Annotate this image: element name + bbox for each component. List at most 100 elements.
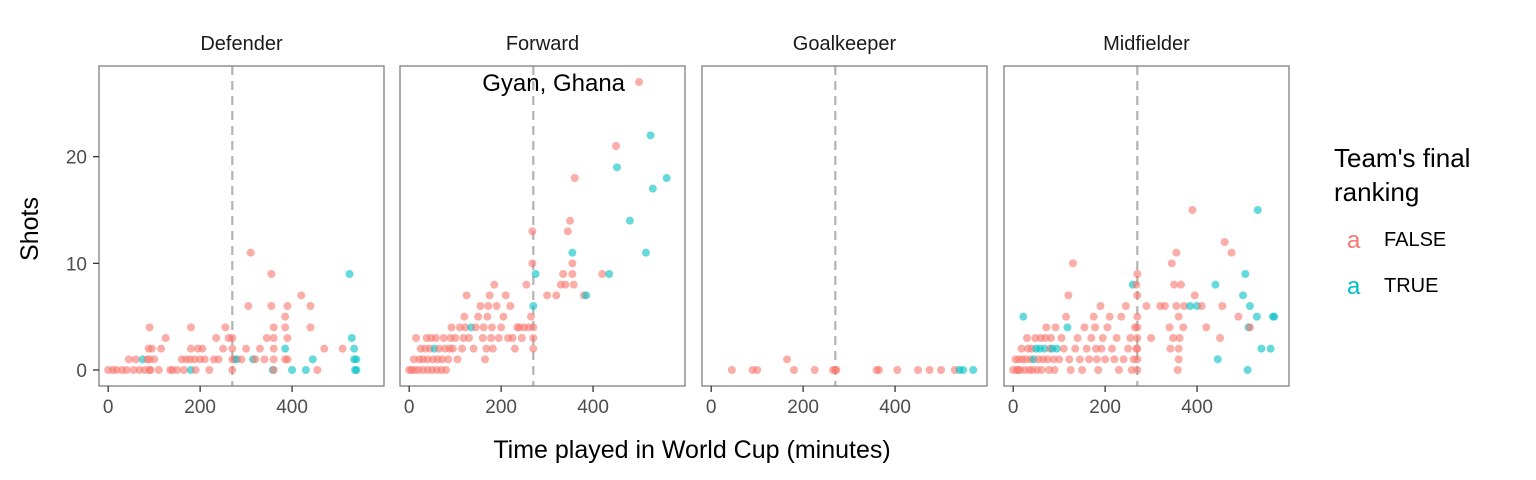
data-point (527, 312, 536, 321)
data-point (1057, 334, 1066, 342)
data-point (522, 280, 531, 289)
data-point (1126, 334, 1135, 342)
data-point (753, 366, 762, 374)
legend-label-true: TRUE (1384, 275, 1438, 297)
data-point (246, 248, 255, 257)
data-point (1045, 366, 1054, 374)
data-point (135, 366, 144, 374)
data-point (352, 355, 361, 364)
data-point (441, 366, 450, 374)
data-point (510, 344, 519, 353)
data-point (492, 302, 501, 310)
data-point (478, 334, 487, 342)
data-point (648, 184, 657, 193)
data-point (459, 334, 468, 342)
data-point (237, 355, 246, 364)
legend-title-line-1: Team's final (1334, 143, 1470, 173)
data-point (212, 334, 221, 342)
data-point (568, 270, 577, 278)
data-point (1202, 323, 1211, 332)
data-point (914, 366, 923, 374)
data-point (1133, 355, 1142, 364)
data-point (1091, 323, 1100, 332)
data-point (1064, 291, 1073, 300)
data-point (529, 344, 538, 353)
panel-border-midfielder (1003, 65, 1290, 387)
data-point (568, 248, 577, 257)
data-point (1170, 280, 1179, 289)
data-point (612, 163, 621, 172)
panel-border-goalkeeper (701, 65, 988, 387)
data-point (1040, 344, 1049, 353)
data-point (1094, 366, 1103, 374)
x-tick-label: 0 (404, 397, 415, 418)
data-point (458, 344, 467, 353)
panel-goalkeeper: Goalkeeper 0 200 400 (701, 33, 988, 418)
data-point (566, 216, 575, 225)
data-point (925, 366, 934, 374)
data-point (301, 366, 310, 374)
x-tick-label: 400 (276, 397, 308, 418)
data-point (306, 302, 315, 310)
data-point (1234, 312, 1243, 321)
data-point (283, 302, 292, 310)
data-point (283, 334, 292, 342)
data-point (352, 366, 361, 374)
data-point (783, 355, 792, 364)
data-point (552, 291, 561, 300)
data-point (1019, 312, 1028, 321)
data-point (499, 312, 508, 321)
data-point (242, 344, 251, 353)
data-point (1252, 312, 1261, 321)
data-point (582, 291, 591, 300)
data-point (789, 366, 798, 374)
data-point (122, 366, 131, 374)
legend-title-line-2: ranking (1334, 177, 1419, 207)
x-tick-label: 400 (1181, 397, 1213, 418)
data-point (1080, 323, 1089, 332)
data-point (444, 355, 453, 364)
data-point (501, 291, 510, 300)
data-point (269, 366, 278, 374)
y-axis-title: Shots (16, 197, 44, 261)
data-point (605, 270, 614, 278)
data-point (1188, 206, 1197, 214)
legend-label-false: FALSE (1384, 229, 1446, 251)
data-point (1103, 323, 1112, 332)
data-point (147, 344, 156, 353)
data-point (612, 142, 621, 150)
data-point (435, 344, 444, 353)
data-point (1173, 366, 1182, 374)
data-point (490, 280, 499, 289)
data-point (1174, 312, 1183, 321)
data-point (439, 334, 448, 342)
data-point (1105, 312, 1114, 321)
panel-midfielder: Midfielder 0 200 400 (1003, 33, 1290, 418)
data-point (228, 344, 237, 353)
data-point (150, 355, 159, 364)
x-tick-label: 200 (485, 397, 517, 418)
data-point (1239, 291, 1248, 300)
data-point (129, 366, 138, 374)
data-point (1043, 355, 1052, 364)
data-point (874, 366, 883, 374)
data-point (320, 344, 329, 353)
data-point (662, 174, 671, 182)
data-point (451, 334, 460, 342)
data-point (1059, 344, 1068, 353)
data-point (1216, 334, 1225, 342)
data-point (338, 344, 347, 353)
data-point (306, 323, 315, 332)
data-point (308, 355, 317, 364)
panels-layer: Defender 0 200 400 0 10 20 Forward Gyan, Ghana 0 2… (66, 33, 1290, 418)
data-point (244, 302, 253, 310)
data-point (487, 323, 496, 332)
data-point (288, 366, 297, 374)
data-point (267, 270, 276, 278)
data-point (1114, 366, 1123, 374)
data-point (1172, 302, 1181, 310)
data-point (1160, 302, 1169, 310)
data-point (281, 312, 290, 321)
data-point (157, 344, 166, 353)
data-point (1101, 355, 1110, 364)
